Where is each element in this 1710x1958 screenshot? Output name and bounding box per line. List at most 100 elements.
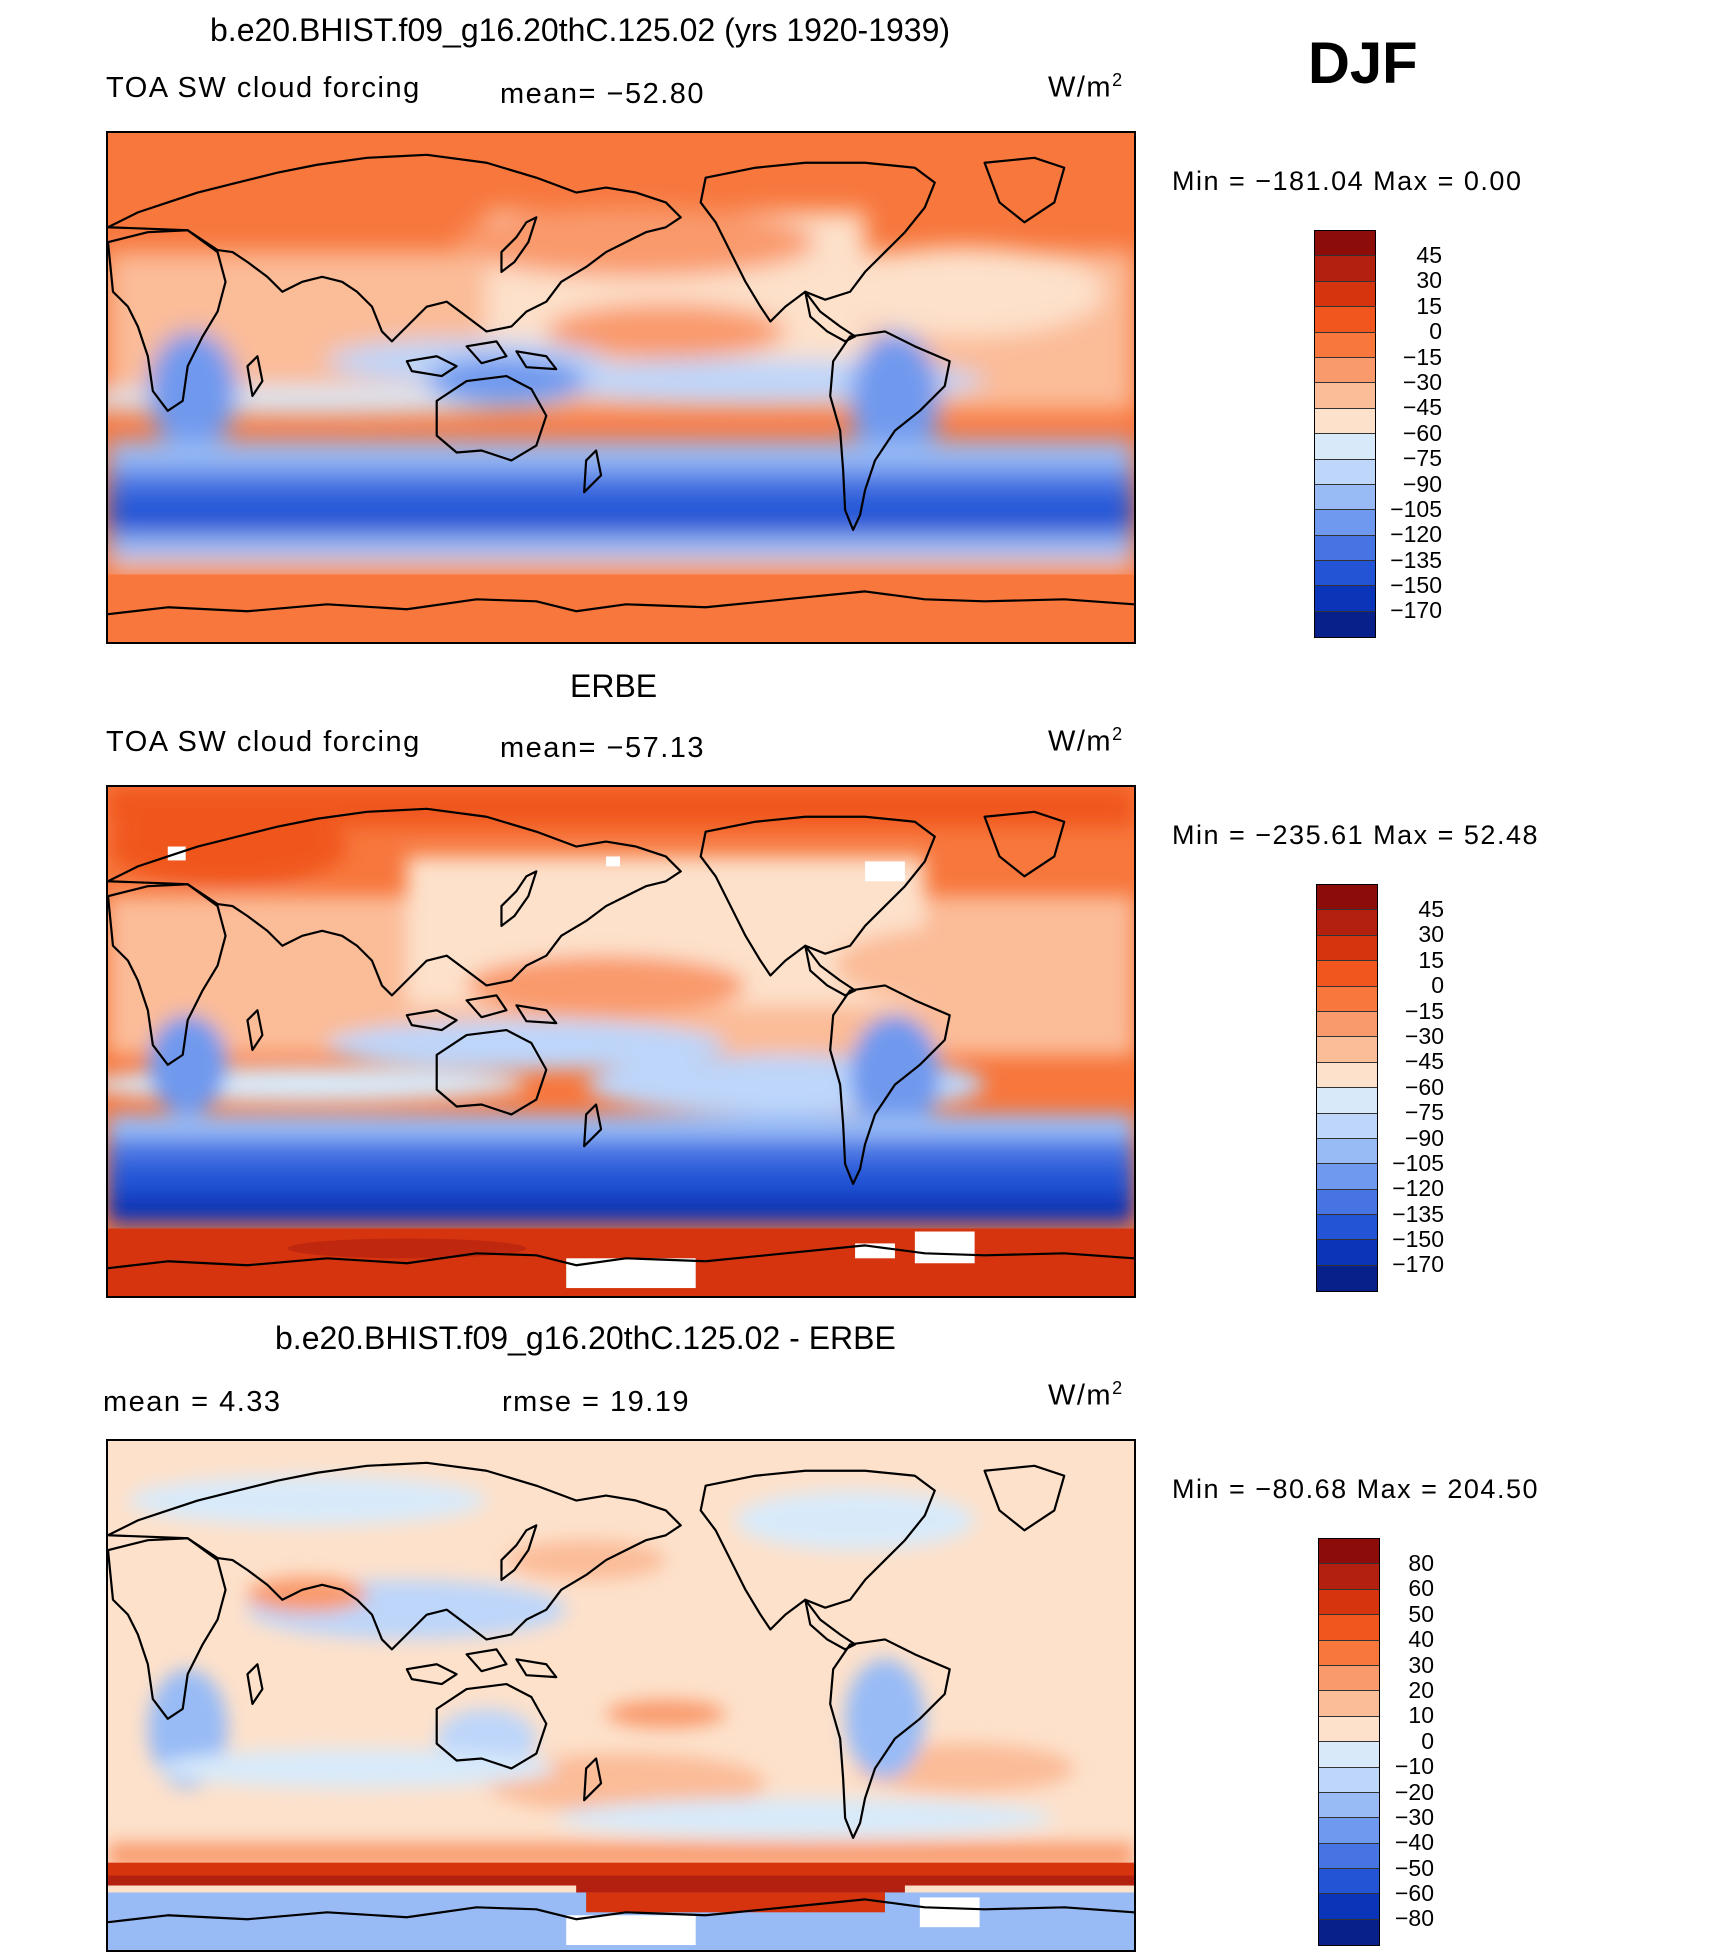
colorbar-swatch [1315,535,1375,562]
panel3-colorbar-ticks: 80 60 50 40 30 20 10 0 −10 −20 −30 −40 −50 −60 −80 [1374,1550,1434,1932]
colorbar-swatch [1315,510,1375,536]
colorbar-swatch [1317,986,1377,1012]
colorbar-swatch [1317,1265,1377,1292]
colorbar-tick-label: −105 [1390,495,1442,522]
colorbar-swatch [1319,1665,1379,1692]
colorbar-tick-label: 60 [1408,1575,1434,1602]
panel3-map-svg [108,1441,1134,1950]
panel1-map [106,131,1136,644]
panel1-minmax: Min = −181.04 Max = 0.00 [1172,166,1523,196]
colorbar-swatch [1319,1843,1379,1870]
colorbar-tick-label: −60 [1394,1880,1434,1907]
panel3-minmax: Min = −80.68 Max = 204.50 [1172,1474,1539,1504]
panel1-unit-base: W/m [1048,71,1113,104]
panel2-title: ERBE [570,668,658,704]
colorbar-tick-label: −150 [1390,572,1442,599]
colorbar-tick-label: 40 [1408,1626,1434,1653]
colorbar-swatch [1317,935,1377,962]
panel1-colorbar [1314,230,1376,639]
colorbar-tick-label: −150 [1392,1226,1444,1253]
colorbar-swatch [1315,307,1375,333]
panel3-unit: W/m2 [1048,1378,1124,1413]
colorbar-swatch [1317,1138,1377,1165]
colorbar-swatch [1315,611,1375,638]
colorbar-swatch [1319,1589,1379,1616]
panel1-colorbar-ticks: 45 30 15 0 −15 −30 −45 −60 −75 −90 −105 −120 −135 −15… [1370,242,1442,624]
colorbar-tick-label: −90 [1402,470,1442,497]
colorbar-swatch [1319,1742,1379,1768]
panel3-rmse: rmse = 19.19 [502,1386,691,1418]
colorbar-swatch [1319,1539,1379,1565]
colorbar-tick-label: −105 [1392,1149,1444,1176]
panel1-mean: mean= −52.80 [500,78,706,110]
colorbar-tick-label: −15 [1402,343,1442,370]
colorbar-swatch [1319,1691,1379,1717]
panel2-unit-base: W/m [1048,725,1113,758]
colorbar-tick-label: −30 [1394,1803,1434,1830]
colorbar-tick-label: −135 [1392,1200,1444,1227]
colorbar-swatch [1319,1869,1379,1895]
colorbar-swatch [1315,459,1375,485]
colorbar-tick-label: 0 [1429,318,1442,345]
colorbar-tick-label: −60 [1404,1073,1444,1100]
colorbar-tick-label: −10 [1394,1753,1434,1780]
colorbar-swatch [1317,1189,1377,1216]
colorbar-swatch [1317,1113,1377,1139]
colorbar-tick-label: 10 [1408,1702,1434,1729]
panel3-unit-base: W/m [1048,1379,1113,1412]
panel2-colorbar [1316,884,1378,1293]
panel3-map [106,1439,1136,1952]
colorbar-tick-label: 15 [1416,292,1442,319]
panel2-unit-exp: 2 [1112,724,1124,744]
colorbar-swatch [1317,1037,1377,1063]
panel3-mean: mean = 4.33 [103,1386,282,1418]
panel2-minmax: Min = −235.61 Max = 52.48 [1172,820,1539,850]
panel1-unit: W/m2 [1048,70,1124,105]
colorbar-swatch [1317,1240,1377,1266]
colorbar-tick-label: 80 [1408,1550,1434,1576]
colorbar-tick-label: −135 [1390,546,1442,573]
colorbar-tick-label: −40 [1394,1829,1434,1856]
colorbar-swatch [1315,332,1375,358]
colorbar-tick-label: −75 [1404,1099,1444,1126]
colorbar-tick-label: −30 [1402,368,1442,395]
panel1-unit-exp: 2 [1112,70,1124,90]
colorbar-swatch [1315,434,1375,460]
panel1-title: b.e20.BHIST.f09_g16.20thC.125.02 (yrs 19… [210,12,951,48]
colorbar-swatch [1315,357,1375,384]
panel3-colorbar [1318,1538,1380,1947]
panel1-variable: TOA SW cloud forcing [106,72,421,104]
colorbar-swatch [1317,1088,1377,1114]
colorbar-tick-label: 45 [1418,896,1444,922]
colorbar-tick-label: 30 [1408,1651,1434,1678]
colorbar-tick-label: −60 [1402,419,1442,446]
colorbar-tick-label: 20 [1408,1676,1434,1703]
panel1-map-svg [108,133,1134,642]
panel2-variable: TOA SW cloud forcing [106,726,421,758]
colorbar-swatch [1315,383,1375,409]
colorbar-tick-label: 0 [1421,1727,1434,1754]
colorbar-tick-label: 30 [1418,921,1444,948]
colorbar-swatch [1317,910,1377,936]
colorbar-swatch [1319,1792,1379,1819]
colorbar-tick-label: 30 [1416,267,1442,294]
colorbar-swatch [1319,1640,1379,1666]
colorbar-swatch [1315,484,1375,511]
colorbar-tick-label: −50 [1394,1854,1434,1881]
colorbar-tick-label: −120 [1392,1175,1444,1202]
panel3-unit-exp: 2 [1112,1378,1124,1398]
colorbar-swatch [1317,1164,1377,1190]
colorbar-swatch [1317,1215,1377,1241]
colorbar-tick-label: −80 [1394,1905,1434,1932]
colorbar-swatch [1319,1716,1379,1743]
colorbar-tick-label: −170 [1392,1251,1444,1278]
colorbar-swatch [1315,281,1375,308]
colorbar-swatch [1315,561,1375,587]
colorbar-swatch [1317,1011,1377,1038]
colorbar-swatch [1319,1615,1379,1641]
colorbar-swatch [1317,885,1377,911]
panel2-unit: W/m2 [1048,724,1124,759]
colorbar-swatch [1317,961,1377,987]
colorbar-swatch [1319,1818,1379,1844]
colorbar-tick-label: 45 [1416,242,1442,268]
